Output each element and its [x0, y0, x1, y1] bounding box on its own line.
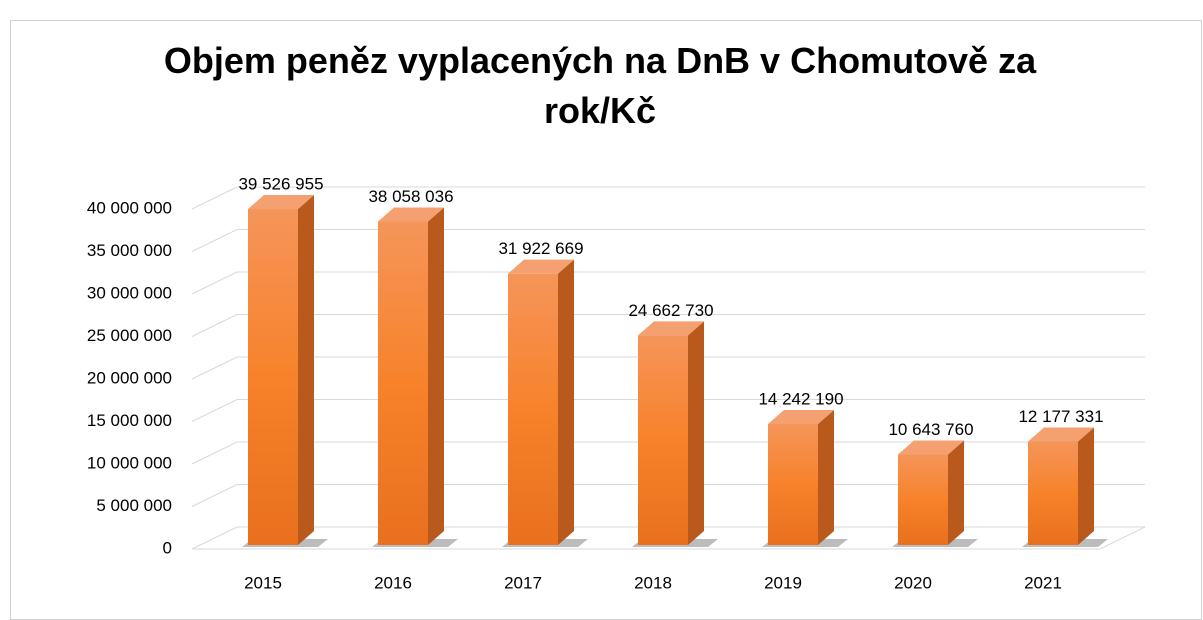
bar-top — [638, 321, 704, 336]
data-label: 24 662 730 — [628, 301, 713, 320]
bar-side — [1078, 427, 1094, 545]
data-label: 12 177 331 — [1018, 407, 1103, 426]
bar-side — [688, 321, 704, 545]
bar-top — [248, 195, 314, 210]
y-tick-label: 35 000 000 — [87, 241, 172, 260]
floor — [192, 526, 1146, 550]
bar-side — [428, 207, 444, 545]
grid-line — [191, 441, 1145, 465]
grid-line — [191, 186, 1145, 210]
data-label: 31 922 669 — [498, 239, 583, 258]
y-tick-label: 25 000 000 — [87, 326, 172, 345]
bar-side — [948, 440, 964, 545]
x-tick-label: 2019 — [764, 573, 802, 592]
bar — [638, 335, 688, 545]
y-tick-label: 0 — [163, 538, 172, 557]
x-tick-label: 2021 — [1024, 573, 1062, 592]
grid-line — [191, 399, 1145, 422]
bar — [508, 273, 558, 545]
data-label: 10 643 760 — [888, 420, 973, 439]
bar-top — [378, 207, 444, 222]
grid-line — [191, 314, 1145, 337]
x-tick-label: 2016 — [374, 573, 412, 592]
x-tick-label: 2018 — [634, 573, 672, 592]
bar-top — [768, 409, 834, 424]
bar-top — [1028, 427, 1094, 442]
bar-side — [298, 195, 314, 546]
chart-title: Objem peněz vyplacených na DnB v Chomuto… — [163, 40, 1037, 131]
bar-top — [898, 440, 964, 455]
y-tick-label: 20 000 000 — [87, 368, 172, 387]
grid-line — [191, 271, 1145, 295]
bar — [898, 454, 948, 545]
bar-side — [558, 259, 574, 545]
bar-side — [818, 409, 834, 545]
bar-top — [508, 259, 574, 274]
bar — [248, 209, 298, 546]
y-tick-label: 10 000 000 — [87, 453, 172, 472]
y-tick-label: 15 000 000 — [87, 411, 172, 430]
data-label: 14 242 190 — [758, 389, 843, 408]
data-label: 38 058 036 — [368, 187, 453, 206]
y-tick-label: 5 000 000 — [96, 496, 172, 515]
grid-line — [191, 526, 1145, 550]
x-tick-label: 2020 — [894, 573, 932, 592]
y-tick-label: 40 000 000 — [87, 198, 172, 217]
grid-line — [191, 356, 1145, 380]
bar — [1028, 441, 1078, 545]
data-label: 39 526 955 — [238, 175, 323, 194]
x-tick-label: 2015 — [244, 573, 282, 592]
y-tick-label: 30 000 000 — [87, 283, 172, 302]
bar — [378, 221, 428, 545]
grid-line — [191, 484, 1145, 507]
bar — [768, 423, 818, 545]
grid-line — [191, 229, 1145, 252]
x-tick-label: 2017 — [504, 573, 542, 592]
